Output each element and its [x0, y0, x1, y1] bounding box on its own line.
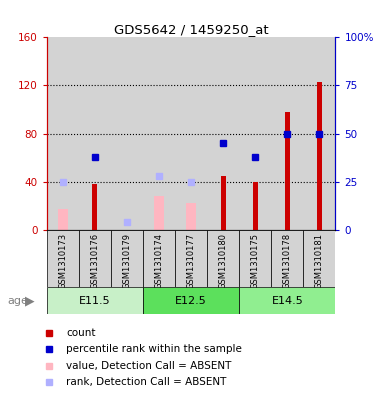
Text: rank, Detection Call = ABSENT: rank, Detection Call = ABSENT — [66, 377, 227, 387]
Bar — [285, 112, 290, 230]
FancyBboxPatch shape — [47, 287, 143, 314]
Bar — [175, 37, 207, 230]
Bar — [58, 209, 68, 230]
Bar — [143, 37, 175, 230]
Text: GSM1310175: GSM1310175 — [251, 233, 260, 289]
FancyBboxPatch shape — [271, 230, 303, 287]
Text: percentile rank within the sample: percentile rank within the sample — [66, 344, 242, 354]
Bar — [186, 204, 196, 230]
Text: GSM1310180: GSM1310180 — [219, 233, 228, 289]
Bar — [239, 37, 271, 230]
FancyBboxPatch shape — [47, 230, 79, 287]
Text: GSM1310173: GSM1310173 — [58, 233, 67, 289]
FancyBboxPatch shape — [207, 230, 239, 287]
Text: E14.5: E14.5 — [271, 296, 303, 306]
Bar — [92, 184, 98, 230]
Text: GSM1310181: GSM1310181 — [315, 233, 324, 289]
Bar — [271, 37, 303, 230]
Bar — [79, 37, 111, 230]
Text: ▶: ▶ — [25, 294, 35, 307]
FancyBboxPatch shape — [79, 230, 111, 287]
Bar — [47, 37, 79, 230]
Bar — [111, 37, 143, 230]
FancyBboxPatch shape — [143, 230, 175, 287]
FancyBboxPatch shape — [239, 287, 335, 314]
FancyBboxPatch shape — [303, 230, 335, 287]
Text: count: count — [66, 328, 96, 338]
FancyBboxPatch shape — [239, 230, 271, 287]
Text: GSM1310176: GSM1310176 — [90, 233, 99, 289]
Bar — [303, 37, 335, 230]
Text: age: age — [8, 296, 29, 306]
Text: GSM1310178: GSM1310178 — [283, 233, 292, 289]
FancyBboxPatch shape — [143, 287, 239, 314]
Bar — [154, 196, 164, 230]
Text: E11.5: E11.5 — [79, 296, 111, 306]
Bar — [317, 82, 322, 230]
Bar — [221, 176, 226, 230]
FancyBboxPatch shape — [111, 230, 143, 287]
Bar — [207, 37, 239, 230]
Bar — [253, 182, 258, 230]
Title: GDS5642 / 1459250_at: GDS5642 / 1459250_at — [114, 23, 268, 36]
FancyBboxPatch shape — [175, 230, 207, 287]
Text: GSM1310179: GSM1310179 — [122, 233, 131, 289]
Text: value, Detection Call = ABSENT: value, Detection Call = ABSENT — [66, 361, 232, 371]
Text: GSM1310177: GSM1310177 — [186, 233, 196, 289]
Text: E12.5: E12.5 — [175, 296, 207, 306]
Text: GSM1310174: GSM1310174 — [154, 233, 163, 289]
